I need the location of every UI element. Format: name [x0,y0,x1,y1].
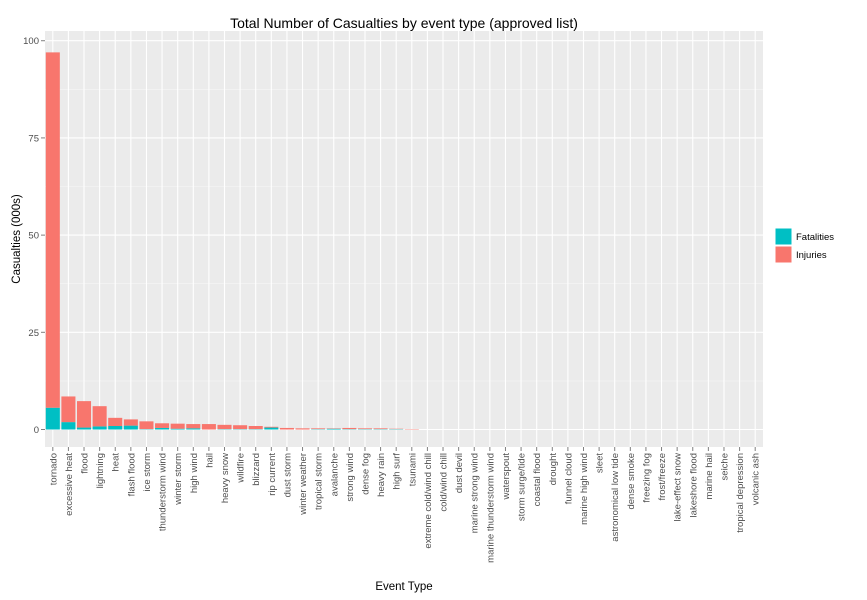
chart-title: Total Number of Casualties by event type… [230,15,578,31]
x-tick-label: frost/freeze [657,453,668,501]
bar-injuries [264,426,279,428]
x-tick-label: high wind [189,453,200,493]
bar-injuries [92,406,107,427]
x-tick-label: dense smoke [626,453,637,510]
bar-injuries [123,419,138,426]
bar-injuries [357,428,373,430]
bars-group [45,52,419,430]
bar-injuries [217,424,232,430]
x-tick-label: freezing fog [641,453,652,503]
x-axis-title: Event Type [375,581,432,593]
bar-injuries [201,424,216,430]
bar-fatalities [92,426,107,430]
bar-fatalities [264,427,279,430]
x-tick-label: tsunami [407,453,418,486]
y-axis: 0 25 50 75 100 [23,36,45,436]
x-tick-label: storm surge/tide [517,453,528,521]
x-tick-label: marine strong wind [470,453,481,533]
bar-fatalities [170,428,185,430]
x-tick-label: volcanic ash [751,453,762,505]
grid-lines [45,31,763,447]
x-tick-label: marine hail [704,453,715,499]
bar-fatalities [326,428,341,430]
x-tick-label: thunderstorm wind [158,453,169,531]
bar-injuries [76,401,92,428]
bar-injuries [108,417,123,427]
bar-injuries [295,428,310,430]
x-tick-label: blizzard [251,453,262,486]
x-tick-label: strong wind [345,453,356,502]
bar-fatalities [45,407,60,430]
bar-injuries [373,428,388,430]
x-tick-label: coastal flood [532,453,543,506]
bar-fatalities [155,427,170,430]
x-tick-label: avalanche [329,453,340,496]
x-tick-label: funnel cloud [563,453,574,504]
x-tick-label: dust storm [282,453,293,497]
x-tick-label: winter storm [173,453,184,506]
x-tick-label: marine thunderstorm wind [485,453,496,563]
bar-injuries [311,428,326,430]
y-axis-title: Casualties (000s) [11,194,23,284]
y-tick-label: 0 [34,425,39,436]
x-tick-label: waterspout [501,453,512,501]
x-tick-label: tropical storm [314,453,325,510]
x-axis: tornado excessive heat flood lightning heat f… [48,447,762,563]
bar-injuries [139,421,154,430]
x-tick-label: heavy snow [220,453,231,503]
legend: Fatalities Injuries [774,227,834,264]
bar-injuries [342,427,357,430]
bar-injuries [170,423,185,429]
x-tick-label: heavy rain [376,453,387,497]
x-tick-label: cold/wind chill [439,453,450,512]
bar-injuries [279,427,294,430]
x-tick-label: lightning [95,453,106,488]
x-tick-label: lake-effect snow [673,453,684,522]
y-tick-label: 25 [28,328,39,339]
y-tick-label: 50 [28,231,39,242]
legend-key-injuries [774,245,793,264]
bar-fatalities [108,426,123,430]
x-tick-label: excessive heat [64,453,75,516]
legend-key-fatalities [774,227,793,246]
panel-background [45,31,763,447]
x-tick-label: marine high wind [579,453,590,525]
legend-label-injuries: Injuries [796,250,827,261]
x-tick-label: flood [80,453,91,474]
bar-injuries [61,396,76,423]
x-tick-label: rip current [267,453,278,496]
y-tick-label: 100 [23,36,39,47]
x-tick-label: heat [111,453,122,472]
x-tick-label: tropical depression [735,453,746,533]
bar-fatalities [76,427,92,430]
x-tick-label: dense fog [360,453,371,495]
bar-injuries [186,424,201,429]
x-tick-label: wildfire [236,453,247,484]
x-tick-label: hail [204,453,215,468]
bar-injuries [155,423,170,428]
x-tick-label: drought [548,453,559,486]
legend-label-fatalities: Fatalities [796,232,834,243]
x-tick-label: sleet [595,453,606,473]
x-tick-label: ice storm [142,453,153,492]
x-tick-label: extreme cold/wind chill [423,453,434,549]
x-tick-label: flash flood [126,453,137,496]
bar-injuries [45,52,60,408]
bar-injuries [248,426,263,430]
x-tick-label: lakeshore flood [688,453,699,517]
x-tick-label: tornado [48,453,59,485]
x-tick-label: high surf [392,453,403,490]
x-tick-label: astronomical low tide [610,453,621,542]
x-tick-label: winter weather [298,453,309,516]
x-tick-label: dust devil [454,453,465,493]
bar-injuries [233,425,248,430]
bar-fatalities [123,425,138,430]
x-tick-label: seiche [719,453,730,480]
bar-fatalities [186,428,201,430]
bar-fatalities [61,422,76,430]
y-tick-label: 75 [28,133,39,144]
